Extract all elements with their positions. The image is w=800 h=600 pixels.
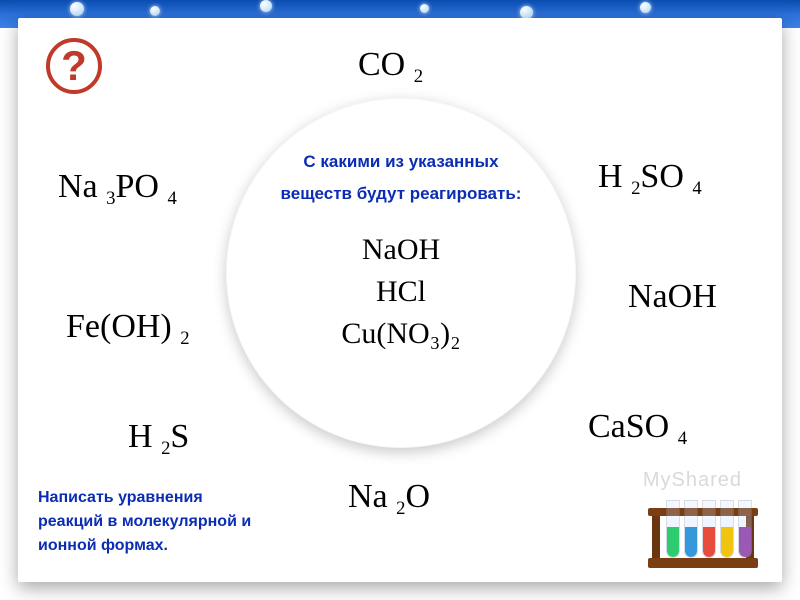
instruction-text: Написать уравнения реакций в молекулярно… [38, 486, 338, 558]
formula-na3po4: Na 3PO 4 [58, 168, 177, 206]
formula-na2o: Na 2O [348, 478, 430, 516]
instruction-line-1: Написать уравнения [38, 486, 338, 510]
center-circle: С какими из указанных веществ будут реаг… [226, 98, 576, 448]
question-mark-badge: ? [46, 38, 102, 94]
instruction-line-2: реакций в молекулярной и [38, 510, 338, 534]
test-tube-rack-icon [648, 488, 758, 568]
circle-compounds: NaOH HCl Cu(NO₃)₂ [341, 225, 460, 359]
instruction-line-3: ионной формах. [38, 534, 338, 558]
formula-h2s: H 2S [128, 418, 189, 456]
test-tube-3 [702, 500, 716, 558]
bubble-1 [70, 2, 84, 16]
formula-feoh2: Fe(OH) 2 [66, 308, 190, 346]
bubble-3 [260, 0, 272, 12]
prompt-line-2: веществ будут реагировать: [281, 178, 522, 210]
slide-card: ? С какими из указанных веществ будут ре… [18, 18, 782, 582]
bubble-6 [640, 2, 651, 13]
formula-co2: CO 2 [358, 46, 423, 84]
compound-2: HCl [341, 275, 460, 309]
bubble-2 [150, 6, 160, 16]
compound-3: Cu(NO₃)₂ [341, 317, 460, 351]
test-tube-1 [666, 500, 680, 558]
test-tube-4 [720, 500, 734, 558]
circle-prompt: С какими из указанных веществ будут реаг… [281, 146, 522, 211]
question-mark-text: ? [61, 42, 87, 90]
compound-1: NaOH [341, 233, 460, 267]
test-tube-5 [738, 500, 752, 558]
prompt-line-1: С какими из указанных [281, 146, 522, 178]
test-tube-2 [684, 500, 698, 558]
formula-naoh: NaOH [628, 278, 717, 316]
formula-h2so4: H 2SO 4 [598, 158, 702, 196]
formula-caso4: CaSO 4 [588, 408, 687, 446]
bubble-4 [420, 4, 429, 13]
